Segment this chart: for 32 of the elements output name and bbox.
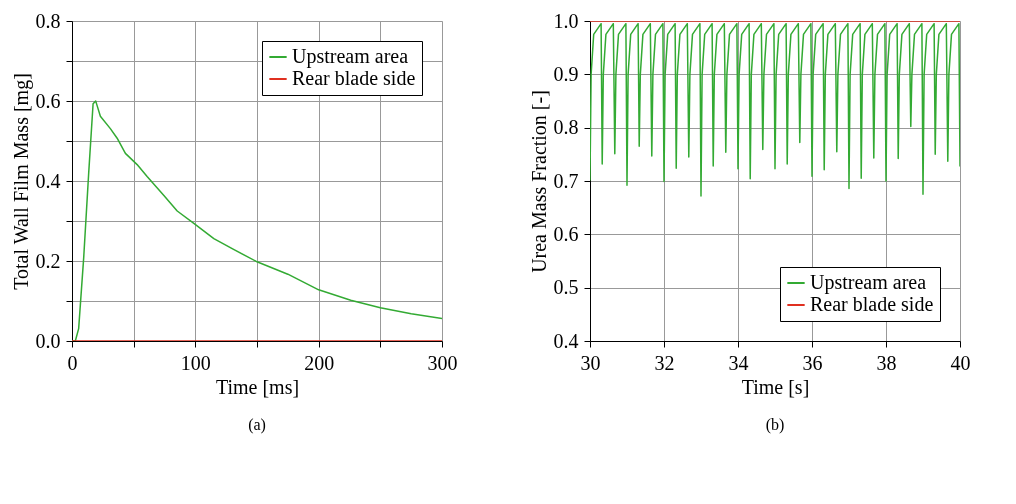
y-tick-label: 0.7 [553, 169, 579, 192]
y-tick-label: 0.2 [35, 249, 61, 272]
x-tick-label: 40 [950, 351, 971, 374]
x-tick-label: 34 [728, 351, 749, 374]
y-tick-label: 0.9 [553, 62, 579, 85]
y-tick-label: 0.4 [553, 329, 579, 352]
x-axis-title: Time [s] [741, 375, 810, 398]
text: (a) [248, 416, 266, 434]
x-tick-label: 200 [304, 351, 335, 374]
y-tick-label: 1.0 [553, 9, 579, 32]
y-tick-label: 0.8 [553, 116, 579, 139]
legend-label: Rear blade side [810, 293, 934, 315]
y-tick-label: 0.0 [35, 329, 61, 352]
legend-label: Upstream area [810, 271, 927, 294]
x-tick-label: 36 [802, 351, 823, 374]
x-tick-label: 100 [180, 351, 211, 374]
y-axis-title: Total Wall Film Mass [mg] [9, 73, 33, 290]
x-tick-label: 32 [654, 351, 675, 374]
x-axis-title: Time [ms] [215, 375, 300, 398]
y-tick-label: 0.6 [553, 222, 579, 245]
y-tick-label: 0.4 [35, 169, 61, 192]
y-tick-label: 0.5 [553, 276, 579, 299]
y-axis-title: Urea Mass Fraction [-] [527, 90, 550, 273]
y-tick-label: 0.6 [35, 89, 61, 112]
x-tick-label: 38 [876, 351, 897, 374]
legend-label: Rear blade side [292, 67, 416, 89]
x-tick-label: 30 [580, 351, 601, 374]
x-tick-label: 300 [427, 351, 458, 374]
legend-label: Upstream area [292, 45, 409, 68]
x-tick-label: 0 [67, 351, 78, 374]
y-tick-label: 0.8 [35, 9, 61, 32]
text: (b) [765, 416, 785, 434]
